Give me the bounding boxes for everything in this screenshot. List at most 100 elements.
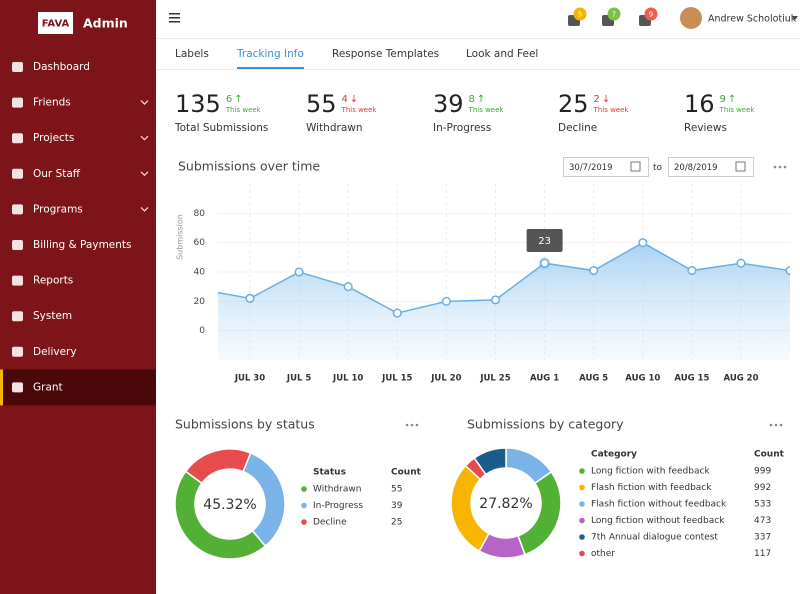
x-tick-label: JUL 15 <box>381 374 412 384</box>
menu-active-marker <box>0 369 3 406</box>
x-tick-label: AUG 10 <box>625 374 660 384</box>
brand-title: Admin <box>83 16 128 31</box>
legend-label: In-Progress <box>313 501 363 511</box>
stat-delta: 9 <box>720 94 726 105</box>
notification[interactable]: 9 <box>639 7 658 27</box>
chart-title: Submissions by status <box>175 417 315 432</box>
tab[interactable]: Response Templates <box>332 48 439 60</box>
date-box <box>563 157 649 177</box>
point[interactable] <box>490 295 501 305</box>
tab[interactable]: Look and Feel <box>466 48 538 60</box>
tab[interactable]: Labels <box>175 48 209 60</box>
donut-center-label: 45.32% <box>203 497 256 513</box>
menu-label: Reports <box>33 275 73 287</box>
stat-value: 39 <box>433 90 464 118</box>
menu-icon <box>12 204 23 215</box>
point[interactable] <box>343 282 353 292</box>
more-dot <box>779 423 783 427</box>
donut-segment[interactable] <box>473 447 507 476</box>
menu-icon <box>12 382 23 393</box>
menu-item[interactable]: Projects <box>12 132 149 144</box>
date-input[interactable]: 20/8/2019 <box>668 157 754 177</box>
x-tick-label: JUL 30 <box>234 374 265 384</box>
menu-icon <box>12 346 23 357</box>
x-tick-label: AUG 15 <box>674 374 709 384</box>
point[interactable] <box>687 265 697 276</box>
more-menu[interactable] <box>769 423 783 427</box>
more-menu[interactable] <box>773 165 787 169</box>
menu-icon <box>12 133 23 144</box>
menu-item[interactable]: Delivery <box>12 346 77 358</box>
legend-value: 473 <box>754 516 771 526</box>
notification[interactable]: 5 <box>568 7 587 27</box>
stat-note: This week <box>341 106 378 114</box>
menu-icon <box>12 62 23 72</box>
avatar <box>680 7 702 29</box>
point[interactable] <box>245 293 255 303</box>
x-tick-label: AUG 5 <box>579 374 608 384</box>
more-dot <box>778 165 782 169</box>
menu-label: Grant <box>33 381 63 393</box>
user-name: Andrew Scholotiuk <box>708 14 797 25</box>
legend-value: 533 <box>754 500 771 510</box>
donut-segment[interactable] <box>517 470 562 556</box>
menu-icon <box>12 275 23 286</box>
menu-item[interactable]: Billing & Payments <box>12 239 132 251</box>
menu-label: Our Staff <box>33 168 81 180</box>
legend-label: 7th Annual dialogue contest <box>591 533 718 543</box>
point[interactable] <box>540 258 550 268</box>
donut-segment[interactable] <box>174 470 267 560</box>
point[interactable] <box>785 265 794 276</box>
y-tick-label: 80 <box>194 209 206 219</box>
legend-dot <box>301 486 307 492</box>
menu-chevron <box>140 135 149 141</box>
point[interactable] <box>197 286 205 294</box>
menu-button[interactable] <box>169 13 180 23</box>
donut-center-label: 27.82% <box>479 496 532 512</box>
user-menu[interactable]: Andrew Scholotiuk <box>680 7 798 29</box>
point[interactable] <box>589 265 599 276</box>
legend-header: Status <box>313 468 346 478</box>
tab[interactable]: Tracking Info <box>236 48 304 60</box>
donut-segment[interactable] <box>184 448 252 485</box>
legend-value: 337 <box>754 533 771 543</box>
x-tick-label: JUL 20 <box>430 374 461 384</box>
more-dot <box>405 423 409 427</box>
date-input[interactable]: 30/7/2019 <box>563 157 649 177</box>
y-tick-label: 60 <box>194 238 206 248</box>
menu-item[interactable]: Grant <box>0 369 156 406</box>
menu-item[interactable]: Our Staff <box>12 168 149 180</box>
date-box <box>668 157 754 177</box>
notification-badge <box>644 7 658 21</box>
point[interactable] <box>736 258 746 268</box>
notification[interactable]: 7 <box>602 7 621 27</box>
legend-label: Flash fiction with feedback <box>591 483 712 493</box>
menu-item[interactable]: Reports <box>12 275 73 287</box>
legend-label: Long fiction without feedback <box>591 516 725 526</box>
stat-arrow: ↑ <box>234 94 242 105</box>
point[interactable] <box>294 267 304 277</box>
notification-count: 5 <box>578 11 582 19</box>
stat-note: This week <box>719 106 756 114</box>
legend-dot <box>579 468 585 474</box>
menu-item[interactable]: System <box>12 310 72 322</box>
stat-delta: 8 <box>469 94 475 105</box>
point[interactable] <box>392 308 402 318</box>
menu-item[interactable]: Programs <box>12 203 149 215</box>
tooltip-label: 23 <box>538 236 551 247</box>
menu-item[interactable]: Friends <box>12 97 149 109</box>
stat-value: 25 <box>558 90 589 118</box>
stat-label: In-Progress <box>433 122 491 134</box>
more-menu[interactable] <box>405 423 419 427</box>
logo-box <box>38 12 73 34</box>
point[interactable] <box>441 296 451 306</box>
menu-item[interactable]: Dashboard <box>12 61 90 73</box>
point[interactable] <box>638 238 648 248</box>
plot <box>197 238 794 360</box>
legend-header: Category <box>591 450 637 460</box>
date-separator: to <box>653 163 663 173</box>
menu-label: Delivery <box>33 346 77 358</box>
stat-label: Decline <box>558 122 597 134</box>
x-tick-label: JUL 5 <box>286 374 311 384</box>
legend-value: 117 <box>754 549 771 559</box>
